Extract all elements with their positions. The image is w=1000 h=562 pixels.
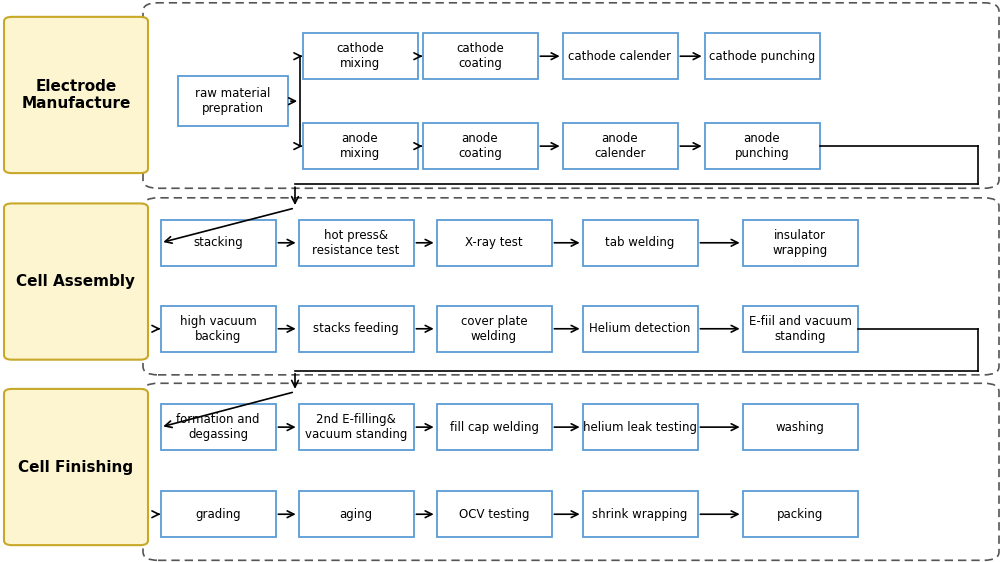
Bar (160, 404, 276, 450)
Bar (436, 306, 552, 352)
FancyBboxPatch shape (4, 389, 148, 545)
Text: raw material
prepration: raw material prepration (195, 87, 271, 115)
Text: anode
mixing: anode mixing (340, 132, 380, 160)
Text: cathode punching: cathode punching (709, 49, 815, 63)
Text: fill cap welding: fill cap welding (450, 420, 538, 434)
Text: stacks feeding: stacks feeding (313, 322, 399, 336)
Bar (436, 404, 552, 450)
Text: tab welding: tab welding (605, 236, 675, 250)
Bar (742, 220, 858, 266)
Bar (742, 491, 858, 537)
Bar (704, 123, 820, 169)
Text: cathode
mixing: cathode mixing (336, 42, 384, 70)
Text: anode
punching: anode punching (735, 132, 789, 160)
Text: anode
calender: anode calender (594, 132, 646, 160)
Bar (562, 123, 678, 169)
Text: E-fiil and vacuum
standing: E-fiil and vacuum standing (749, 315, 851, 343)
Bar (298, 491, 414, 537)
Bar (704, 33, 820, 79)
Text: formation and
degassing: formation and degassing (176, 413, 260, 441)
Bar (742, 404, 858, 450)
Bar (178, 76, 288, 126)
Text: Helium detection: Helium detection (589, 322, 691, 336)
Text: X-ray test: X-ray test (465, 236, 523, 250)
Bar (436, 491, 552, 537)
Text: Cell Assembly: Cell Assembly (16, 274, 136, 289)
Bar (160, 306, 276, 352)
Text: hot press&
resistance test: hot press& resistance test (312, 229, 400, 257)
Text: stacking: stacking (193, 236, 243, 250)
Bar (582, 491, 698, 537)
Text: washing: washing (776, 420, 824, 434)
Bar (582, 404, 698, 450)
Text: packing: packing (777, 507, 823, 521)
Text: Electrode
Manufacture: Electrode Manufacture (21, 79, 131, 111)
Bar (298, 306, 414, 352)
Text: insulator
wrapping: insulator wrapping (772, 229, 828, 257)
FancyBboxPatch shape (4, 203, 148, 360)
Text: high vacuum
backing: high vacuum backing (180, 315, 256, 343)
Bar (298, 220, 414, 266)
Bar (298, 404, 414, 450)
Text: anode
coating: anode coating (458, 132, 502, 160)
Bar (160, 220, 276, 266)
Text: aging: aging (339, 507, 373, 521)
Text: grading: grading (195, 507, 241, 521)
Text: 2nd E-filling&
vacuum standing: 2nd E-filling& vacuum standing (305, 413, 407, 441)
Bar (436, 220, 552, 266)
Bar (160, 491, 276, 537)
Bar (582, 220, 698, 266)
Bar (422, 33, 538, 79)
Text: OCV testing: OCV testing (459, 507, 529, 521)
Text: shrink wrapping: shrink wrapping (592, 507, 688, 521)
Bar (302, 33, 418, 79)
FancyBboxPatch shape (4, 17, 148, 173)
Text: helium leak testing: helium leak testing (583, 420, 697, 434)
Text: cathode
coating: cathode coating (456, 42, 504, 70)
Bar (582, 306, 698, 352)
Bar (302, 123, 418, 169)
Bar (562, 33, 678, 79)
Bar (742, 306, 858, 352)
Text: cover plate
welding: cover plate welding (461, 315, 527, 343)
Text: Cell Finishing: Cell Finishing (18, 460, 134, 474)
Text: cathode calender: cathode calender (568, 49, 672, 63)
Bar (422, 123, 538, 169)
